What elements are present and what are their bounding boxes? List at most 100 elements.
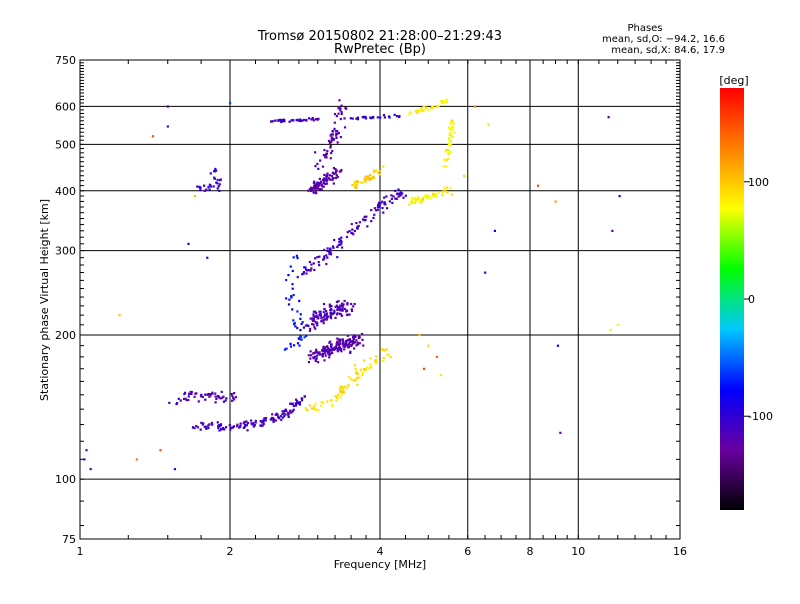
echo-point (314, 327, 317, 330)
echo-point (272, 418, 276, 421)
echo-point (323, 173, 326, 177)
echo-point (361, 333, 364, 336)
echo-point (330, 133, 333, 136)
echo-point (350, 302, 353, 306)
echo-point (318, 255, 321, 258)
echo-point (332, 138, 335, 141)
echo-point (392, 195, 395, 198)
echo-point (385, 195, 388, 198)
echo-point (299, 313, 302, 316)
echo-point (173, 468, 177, 471)
echo-point (326, 317, 329, 320)
echo-point (395, 197, 398, 201)
echo-point (292, 293, 295, 297)
echo-point (298, 344, 301, 347)
echo-point (201, 395, 204, 399)
echo-point (451, 125, 455, 128)
echo-point (205, 425, 208, 428)
echo-point (334, 395, 337, 398)
echo-point (353, 302, 356, 306)
echo-point (417, 196, 420, 199)
echo-point (283, 415, 286, 418)
echo-point (355, 371, 358, 375)
phases-mean-x: mean, sd,X: 84.6, 17.9 (611, 45, 725, 56)
echo-point (289, 409, 292, 412)
echo-point (340, 168, 343, 172)
echo-point (242, 426, 245, 429)
echo-point (292, 408, 295, 411)
echo-point (341, 390, 344, 393)
echo-point (439, 373, 443, 377)
echo-point (328, 351, 331, 354)
echo-point (448, 134, 451, 137)
echo-point (343, 299, 346, 303)
echo-point (314, 315, 317, 318)
echo-point (298, 299, 301, 303)
echo-point (271, 120, 274, 123)
echo-point (330, 313, 333, 316)
echo-point (208, 188, 211, 191)
echo-point (309, 269, 312, 272)
echo-point (326, 400, 329, 403)
echo-point (317, 167, 320, 171)
echo-point (208, 423, 211, 426)
echo-point (335, 136, 338, 140)
echo-point (299, 338, 303, 341)
echo-point (326, 247, 329, 250)
echo-point (313, 187, 316, 190)
echo-point (441, 190, 445, 193)
echo-point (382, 165, 385, 168)
echo-point (352, 337, 355, 340)
echo-point (211, 423, 214, 426)
echo-point (340, 308, 343, 311)
echo-point (306, 408, 309, 411)
echo-point (297, 337, 300, 340)
echo-point (356, 341, 359, 344)
echo-point (374, 359, 377, 362)
echo-point (336, 396, 339, 400)
echo-point (346, 313, 349, 316)
echo-point (271, 413, 274, 416)
echo-point (445, 165, 448, 168)
echo-point (339, 342, 342, 345)
echo-point (357, 334, 360, 337)
echo-point (214, 401, 217, 404)
echo-point (351, 228, 354, 231)
echo-point (318, 264, 321, 267)
echo-point (242, 422, 245, 425)
echo-point (381, 200, 384, 203)
echo-point (442, 100, 445, 104)
echo-point (300, 399, 304, 402)
echo-point (203, 184, 206, 187)
echo-point (420, 107, 423, 110)
echo-point (118, 314, 121, 317)
echo-point (296, 342, 300, 345)
echo-point (484, 271, 487, 274)
echo-point (287, 274, 290, 277)
echo-point (377, 203, 380, 206)
echo-point (219, 397, 222, 400)
echo-point (322, 154, 326, 157)
echo-point (233, 391, 236, 395)
echo-point (341, 338, 344, 341)
echo-point (336, 176, 339, 179)
echo-point (275, 412, 278, 415)
echo-point (304, 266, 307, 269)
echo-point (402, 196, 405, 199)
echo-point (609, 328, 612, 332)
echo-point (225, 426, 228, 429)
echo-point (366, 225, 369, 228)
echo-point (218, 183, 221, 186)
echo-point (188, 392, 191, 395)
echo-point (244, 423, 247, 426)
echo-point (394, 197, 397, 200)
echo-point (194, 392, 197, 395)
echo-point (331, 245, 335, 248)
echo-point (329, 311, 333, 314)
echo-point (556, 344, 560, 347)
echo-point (246, 429, 249, 432)
echo-point (308, 329, 312, 332)
echo-point (189, 392, 192, 395)
echo-point (319, 313, 322, 317)
